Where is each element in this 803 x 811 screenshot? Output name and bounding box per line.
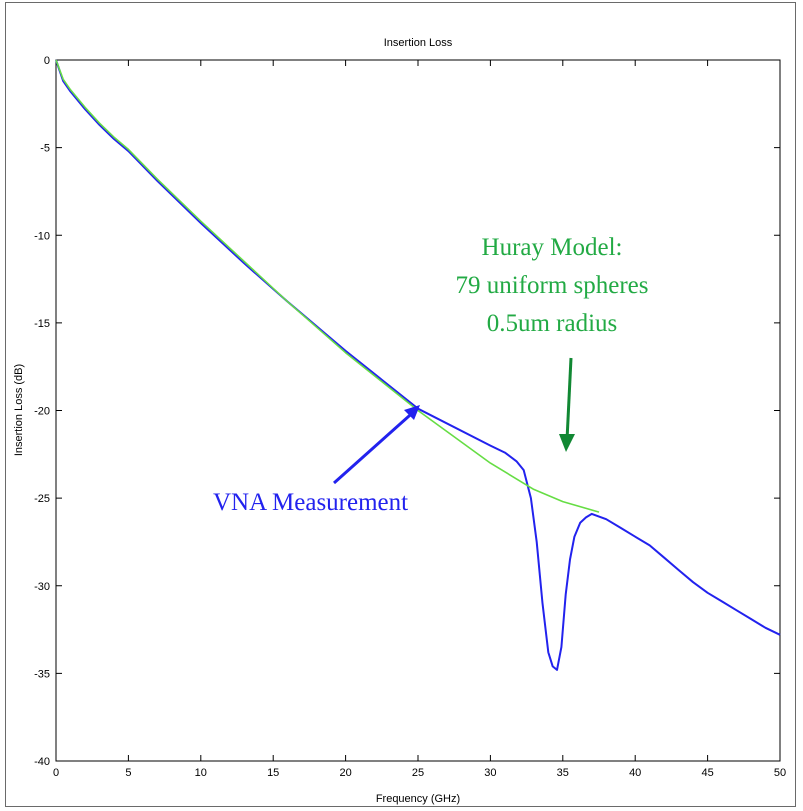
x-tick-label: 35 [557, 767, 569, 779]
x-tick-label: 20 [339, 767, 351, 779]
vna-arrow-head [404, 405, 420, 420]
vna-measurement-line [55, 59, 781, 671]
x-axis-label: Frequency (GHz) [376, 793, 460, 805]
x-tick-label: 5 [125, 767, 131, 779]
y-tick-label: -10 [34, 230, 50, 242]
y-tick-label: -25 [34, 493, 50, 505]
y-tick-label: -35 [34, 668, 50, 680]
huray-arrow-head [559, 434, 575, 452]
y-tick-label: -15 [34, 318, 50, 330]
huray-label-line-2: 79 uniform spheres [455, 272, 648, 299]
x-tick-label: 15 [267, 767, 279, 779]
x-tick-label: 40 [629, 767, 641, 779]
vna-measurement-label: VNA Measurement [213, 489, 408, 516]
huray-label-line-3: 0.5um radius [487, 310, 618, 337]
huray-annotation: Huray Model: 79 uniform spheres 0.5um ra… [455, 234, 649, 452]
y-tick-label: 0 [44, 55, 50, 67]
y-tick-label: -5 [40, 143, 50, 155]
huray-arrow [565, 357, 573, 441]
data-series [55, 59, 781, 671]
y-tick-label: -20 [34, 406, 50, 418]
x-tick-label: 10 [195, 767, 207, 779]
huray-label-line-1: Huray Model: [482, 234, 623, 261]
x-tick-label: 50 [774, 767, 786, 779]
y-tick-label: -30 [34, 581, 50, 593]
huray-model-line [55, 59, 600, 513]
y-axis-label: Insertion Loss (dB) [13, 364, 25, 456]
y-tick-label: -40 [34, 756, 50, 768]
x-tick-label: 25 [412, 767, 424, 779]
x-tick-label: 45 [701, 767, 713, 779]
axis-ticks: 0 5 10 15 20 25 30 35 40 45 50 0 -5 -10 -15 -20 -25 -30 -3… [34, 55, 786, 779]
vna-arrow [333, 406, 419, 485]
x-tick-label: 30 [484, 767, 496, 779]
x-tick-label: 0 [53, 767, 59, 779]
chart-title: Insertion Loss [384, 37, 453, 49]
vna-annotation: VNA Measurement [213, 405, 420, 516]
